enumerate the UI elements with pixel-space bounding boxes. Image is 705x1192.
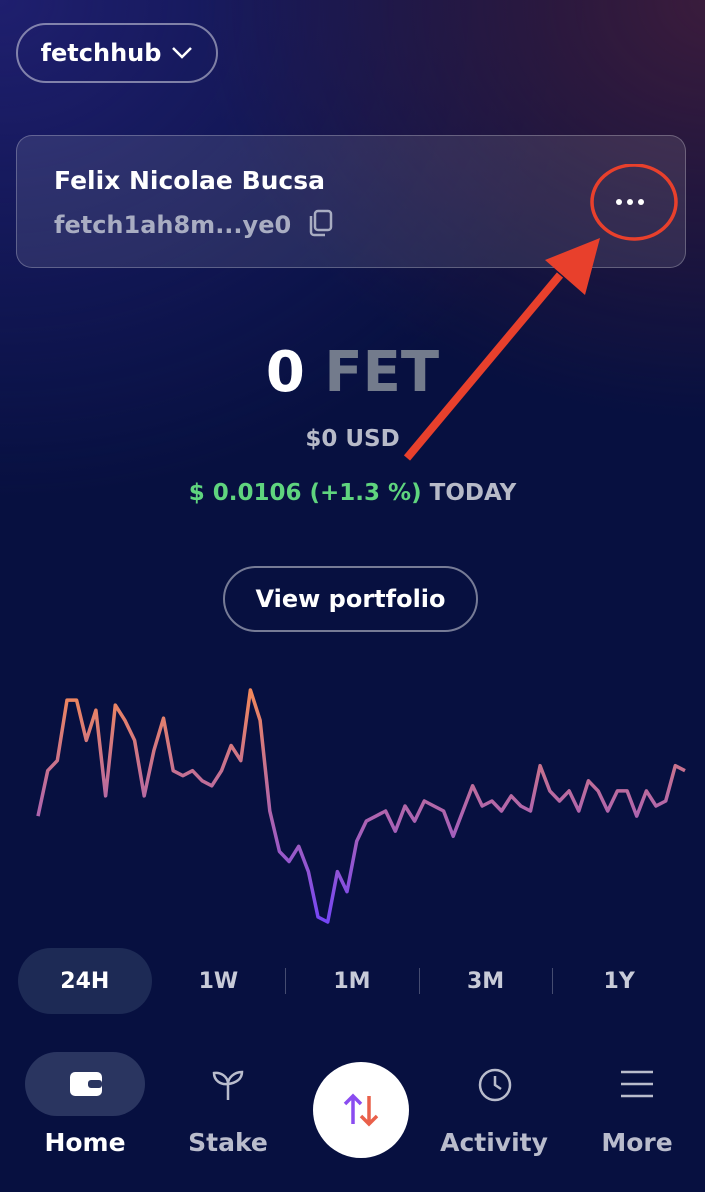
balance-usd: $0 USD [305, 426, 400, 452]
account-card [16, 135, 686, 268]
balance-denom: FET [324, 340, 440, 405]
balance: 0 FET [0, 340, 705, 405]
swap-button[interactable] [313, 1062, 409, 1158]
chevron-icon [172, 47, 193, 59]
address-text: fetch1ah8m...ye0 [54, 211, 292, 239]
network-selector[interactable]: fetchhub [16, 23, 218, 83]
time-range-selector: 24H 1W 1M 3M 1Y [18, 948, 686, 1014]
wallet-icon [70, 1072, 102, 1096]
nav-stake[interactable]: Stake [188, 1128, 268, 1157]
range-tab[interactable]: 1M [285, 948, 419, 1014]
account-address[interactable]: fetch1ah8m...ye0 [54, 208, 336, 239]
range-tab[interactable]: 3M [418, 948, 553, 1014]
nav-more[interactable]: More [601, 1128, 673, 1157]
price-line [36, 688, 686, 924]
range-tab[interactable]: 24H [18, 948, 152, 1014]
activity-icon [478, 1068, 512, 1102]
stake-icon [212, 1070, 244, 1100]
price-change-period: TODAY [429, 480, 517, 506]
price-change: $ 0.0106 (+1.3 %) TODAY [0, 480, 705, 506]
price-change-value: $ 0.0106 (+1.3 %) [188, 480, 422, 506]
view-portfolio-button[interactable]: View portfolio [223, 566, 478, 632]
more-options-button[interactable] [588, 164, 683, 244]
price-chart [36, 688, 686, 924]
balance-amount: 0 [265, 340, 305, 405]
account-name: Felix Nicolae Bucsa [54, 166, 325, 195]
range-tab[interactable]: 1Y [552, 948, 686, 1014]
more-icon [621, 1070, 653, 1098]
range-tab[interactable]: 1W [198, 968, 239, 994]
swap-icon [343, 1093, 379, 1127]
network-name: fetchhub [40, 39, 162, 67]
copy-icon [309, 209, 332, 237]
nav-activity[interactable]: Activity [440, 1128, 548, 1157]
nav-home[interactable]: Home [44, 1128, 126, 1157]
annotation-arrow [403, 238, 600, 461]
